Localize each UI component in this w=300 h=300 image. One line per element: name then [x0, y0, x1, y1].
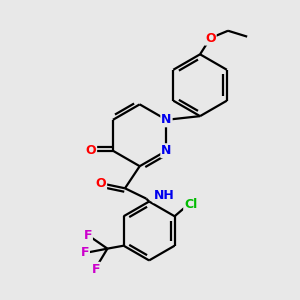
- Text: F: F: [80, 246, 89, 259]
- Text: O: O: [95, 177, 106, 190]
- Text: N: N: [161, 144, 172, 157]
- Text: O: O: [85, 144, 96, 157]
- Text: F: F: [83, 230, 92, 242]
- Text: O: O: [205, 32, 216, 45]
- Text: Cl: Cl: [184, 198, 197, 211]
- Text: N: N: [161, 113, 172, 126]
- Text: F: F: [92, 263, 100, 276]
- Text: NH: NH: [154, 189, 174, 202]
